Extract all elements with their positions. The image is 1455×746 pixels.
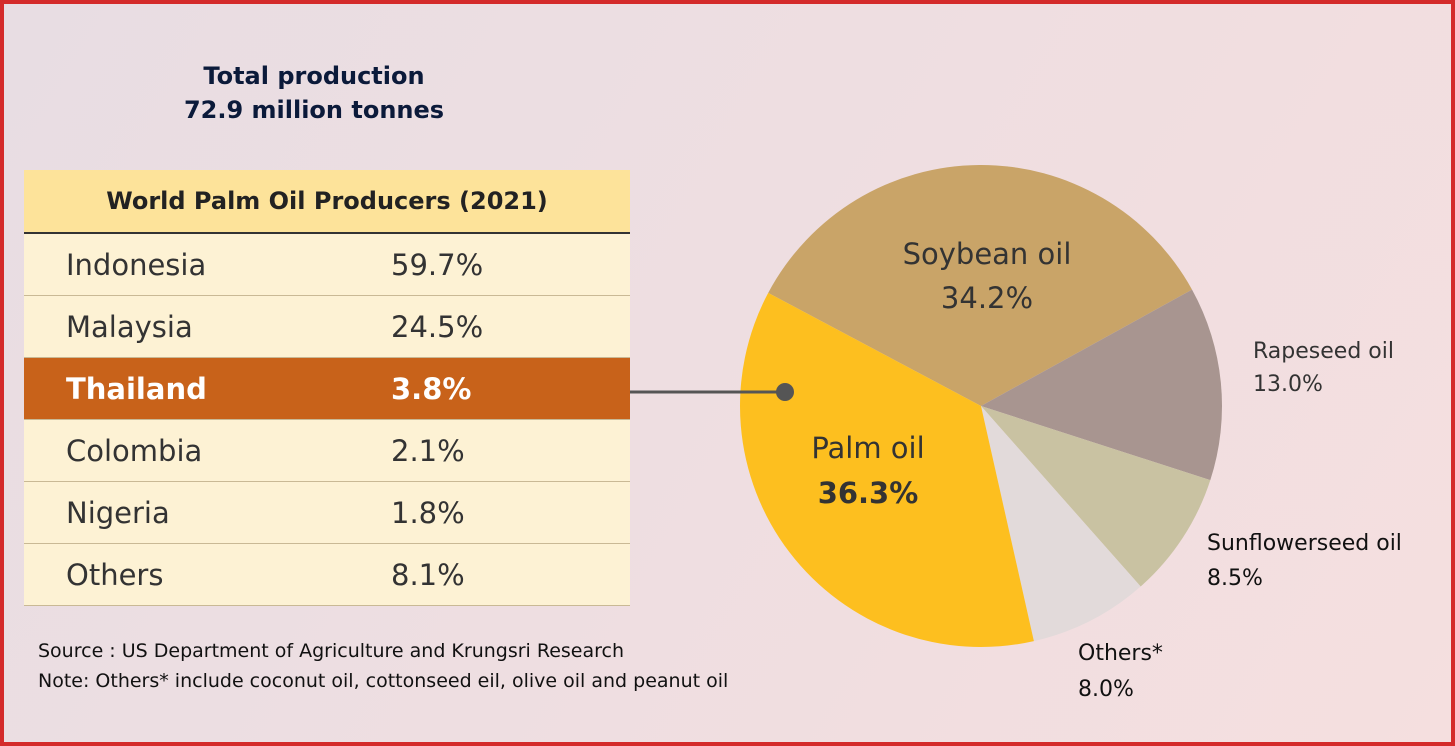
subtitle: 72.9 million tonnes — [183, 96, 445, 124]
note: Note: Others* include coconut oil, cotto… — [38, 670, 729, 692]
country: Malaysia — [66, 309, 193, 344]
country: Indonesia — [66, 247, 207, 282]
share: 24.5% — [391, 309, 484, 344]
table-row: Malaysia 24.5% — [24, 296, 630, 358]
table-title: World Palm Oil Producers (2021) — [24, 170, 630, 234]
pie-slice — [768, 165, 1193, 406]
share: 3.8% — [391, 371, 472, 406]
slice-value: 8.0% — [1078, 677, 1134, 702]
country: Thailand — [66, 371, 207, 406]
share: 1.8% — [391, 495, 465, 530]
pie-slice — [740, 292, 1034, 648]
table-row: Indonesia 59.7% — [24, 234, 630, 296]
share: 59.7% — [391, 247, 484, 282]
pie-slice — [981, 289, 1223, 481]
table-row: Colombia 2.1% — [24, 420, 630, 482]
share: 8.1% — [391, 557, 465, 592]
pie-slice — [981, 406, 1211, 587]
table-row: Nigeria 1.8% — [24, 482, 630, 544]
slice-value: 8.5% — [1207, 566, 1263, 591]
table-row: Thailand 3.8% — [24, 358, 630, 420]
slice-value: 34.2% — [941, 281, 1033, 315]
slice-value: 36.3% — [818, 476, 919, 510]
connector-dot — [776, 383, 794, 401]
slice-label: Sunflowerseed oil — [1207, 531, 1402, 556]
country: Others — [66, 557, 164, 592]
source: Source : US Department of Agriculture an… — [38, 640, 625, 662]
table-row: Others 8.1% — [24, 544, 630, 606]
slice-label: Rapeseed oil — [1253, 339, 1394, 364]
producers-table: World Palm Oil Producers (2021) Indonesi… — [24, 170, 630, 606]
title: Total production — [203, 62, 425, 90]
pie-slice — [981, 406, 1141, 642]
pie-chart: Soybean oil 34.2% Rapeseed oil 13.0% Sunflow… — [630, 165, 1402, 702]
country: Colombia — [66, 433, 203, 468]
share: 2.1% — [391, 433, 465, 468]
slice-label: Others* — [1078, 641, 1163, 666]
slice-label: Palm oil — [811, 431, 924, 465]
country: Nigeria — [66, 495, 170, 530]
slice-label: Soybean oil — [903, 237, 1072, 271]
slice-value: 13.0% — [1253, 372, 1323, 397]
